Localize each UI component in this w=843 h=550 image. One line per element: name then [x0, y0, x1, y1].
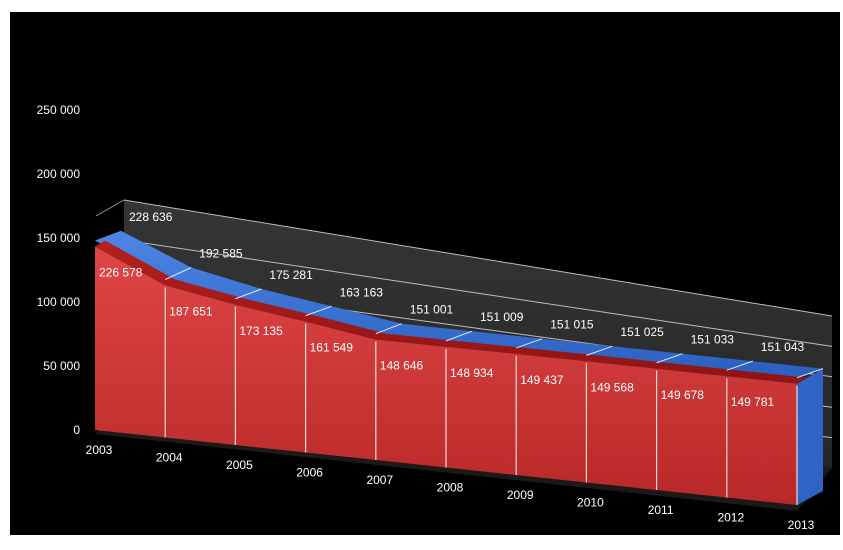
category-divider-back — [796, 368, 824, 379]
y-tick-label: 50 000 — [43, 359, 80, 373]
data-label-front: 226 578 — [99, 265, 143, 279]
category-divider-back — [164, 267, 192, 280]
gridline — [123, 199, 833, 317]
x-tick-label: 2009 — [507, 488, 534, 502]
x-tick-label: 2008 — [437, 481, 464, 495]
gridline-depth — [95, 199, 125, 217]
data-label-front: 149 678 — [661, 388, 705, 402]
series-back-ribbon — [95, 230, 823, 378]
y-tick-label: 250 000 — [37, 103, 81, 117]
y-tick-label: 150 000 — [37, 231, 81, 245]
x-tick-label: 2007 — [366, 473, 393, 487]
data-label-back: 151 009 — [480, 310, 524, 324]
data-label-front: 148 934 — [450, 366, 494, 380]
category-divider-back — [305, 305, 332, 317]
x-tick-label: 2011 — [648, 503, 674, 517]
category-divider-back — [235, 288, 262, 300]
category-divider-back — [586, 345, 613, 356]
y-tick-label: 200 000 — [37, 167, 81, 181]
category-divider-back — [726, 360, 753, 371]
data-label-front: 149 781 — [731, 395, 775, 409]
data-label-front: 148 646 — [380, 359, 424, 373]
data-label-back: 163 163 — [340, 285, 384, 299]
data-label-back: 175 281 — [269, 268, 313, 282]
data-label-back: 151 043 — [761, 340, 805, 354]
data-label-front: 149 568 — [590, 380, 634, 394]
data-label-back: 228 636 — [129, 210, 173, 224]
x-tick-label: 2003 — [86, 443, 113, 457]
data-label-front: 149 437 — [520, 373, 564, 387]
gridline — [123, 239, 833, 347]
x-tick-label: 2010 — [577, 496, 604, 510]
x-tick-label: 2004 — [156, 451, 183, 465]
category-divider-back — [516, 338, 543, 349]
data-label-back: 151 001 — [410, 303, 454, 317]
data-label-back: 151 033 — [691, 333, 735, 347]
category-divider-back — [445, 330, 473, 342]
x-tick-label: 2006 — [296, 466, 323, 480]
data-label-front: 187 651 — [169, 305, 213, 319]
data-label-back: 192 585 — [199, 247, 243, 261]
data-label-back: 151 025 — [620, 325, 664, 339]
series-back-end — [797, 368, 823, 505]
x-tick-label: 2005 — [226, 458, 253, 472]
category-divider-back — [375, 323, 402, 335]
data-label-front: 173 135 — [239, 324, 283, 338]
y-tick-label: 0 — [73, 423, 80, 437]
category-divider-back — [656, 353, 683, 364]
data-label-back: 151 015 — [550, 318, 594, 332]
y-tick-label: 100 000 — [37, 295, 81, 309]
x-tick-label: 2013 — [788, 518, 815, 532]
data-label-front: 161 549 — [310, 341, 354, 355]
x-tick-label: 2012 — [717, 511, 744, 525]
